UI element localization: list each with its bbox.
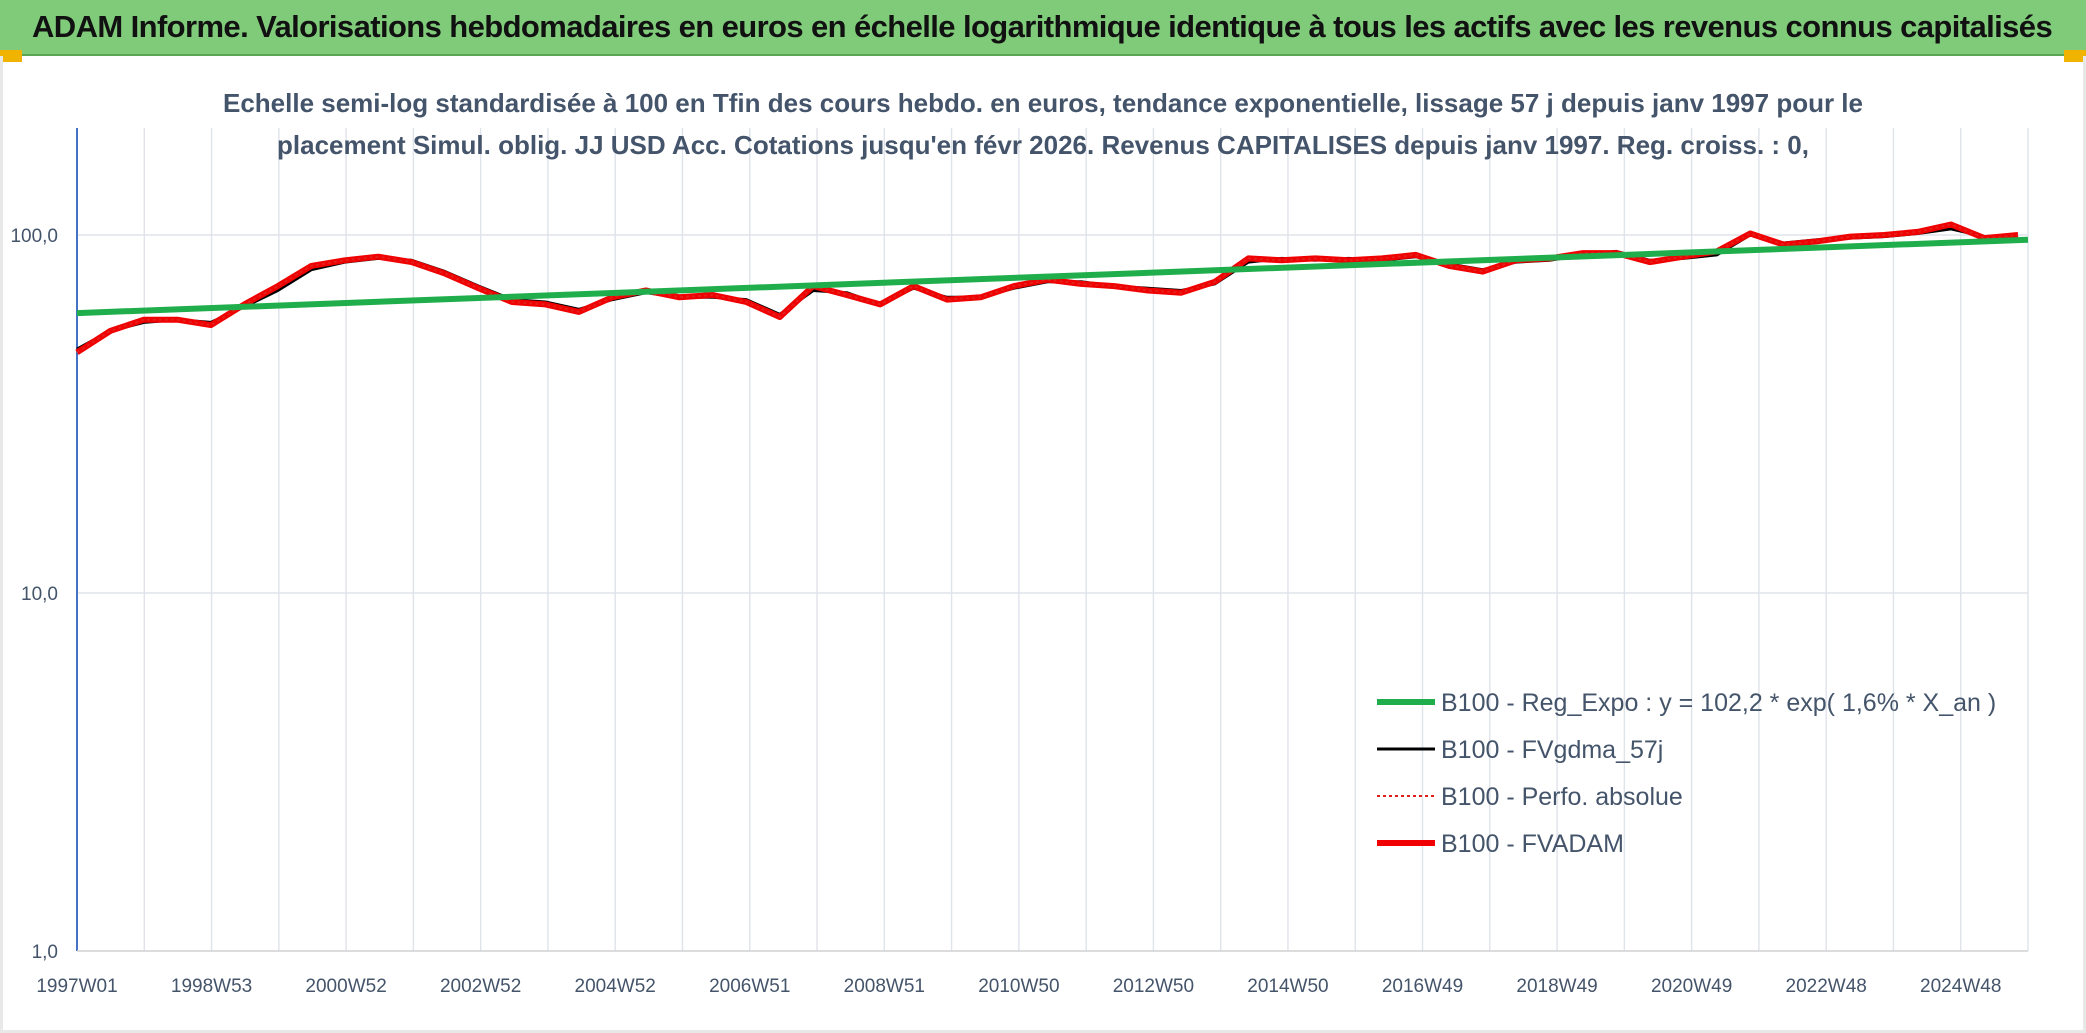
chart-subtitle-line-1: Echelle semi-log standardisée à 100 en T… xyxy=(223,88,1863,118)
x-tick-label: 2000W52 xyxy=(305,976,386,997)
x-tick-label: 2022W48 xyxy=(1786,976,1867,997)
y-tick-label: 10,0 xyxy=(21,584,58,605)
corner-marker-left xyxy=(0,50,22,62)
grid-lines xyxy=(77,128,2029,951)
x-tick-labels: 1997W01 1998W53 2000W52 2002W52 2004W52 2006W… xyxy=(36,976,2001,997)
page-title: ADAM Informe. Valorisations hebdomadaire… xyxy=(32,9,2053,44)
y-tick-label: 100,0 xyxy=(10,226,58,247)
legend-entry: B100 - Reg_Expo : y = 102,2 * exp( 1,6% … xyxy=(1441,689,1996,717)
header-banner: ADAM Informe. Valorisations hebdomadaire… xyxy=(0,0,2086,56)
y-tick-labels: 1,0 10,0 100,0 xyxy=(10,226,58,963)
y-tick-label: 1,0 xyxy=(32,942,58,963)
x-tick-label: 2018W49 xyxy=(1516,976,1597,997)
x-tick-label: 2012W50 xyxy=(1113,976,1194,997)
legend-entry: B100 - FVADAM xyxy=(1441,830,1624,858)
x-tick-label: 2010W50 xyxy=(978,976,1059,997)
legend-entry: B100 - FVgdma_57j xyxy=(1441,736,1663,764)
x-tick-label: 1998W53 xyxy=(171,976,252,997)
x-tick-label: 2024W48 xyxy=(1920,976,2001,997)
x-tick-label: 2008W51 xyxy=(844,976,925,997)
chart-subtitle-line-2: placement Simul. oblig. JJ USD Acc. Cota… xyxy=(277,130,1809,160)
legend: B100 - Reg_Expo : y = 102,2 * exp( 1,6% … xyxy=(1377,689,1996,858)
corner-marker-right xyxy=(2064,50,2086,62)
x-tick-label: 2006W51 xyxy=(709,976,790,997)
series-line xyxy=(76,236,2029,317)
series-line xyxy=(75,221,2019,355)
x-tick-label: 2020W49 xyxy=(1651,976,1732,997)
series-line xyxy=(76,223,2019,354)
legend-entry: B100 - Perfo. absolue xyxy=(1441,783,1683,811)
x-tick-label: 1997W01 xyxy=(36,976,117,997)
series-lines xyxy=(75,221,2029,355)
x-tick-label: 2002W52 xyxy=(440,976,521,997)
chart-frame xyxy=(0,56,2086,1033)
x-tick-label: 2014W50 xyxy=(1247,976,1328,997)
x-tick-label: 2016W49 xyxy=(1382,976,1463,997)
x-tick-label: 2004W52 xyxy=(575,976,656,997)
